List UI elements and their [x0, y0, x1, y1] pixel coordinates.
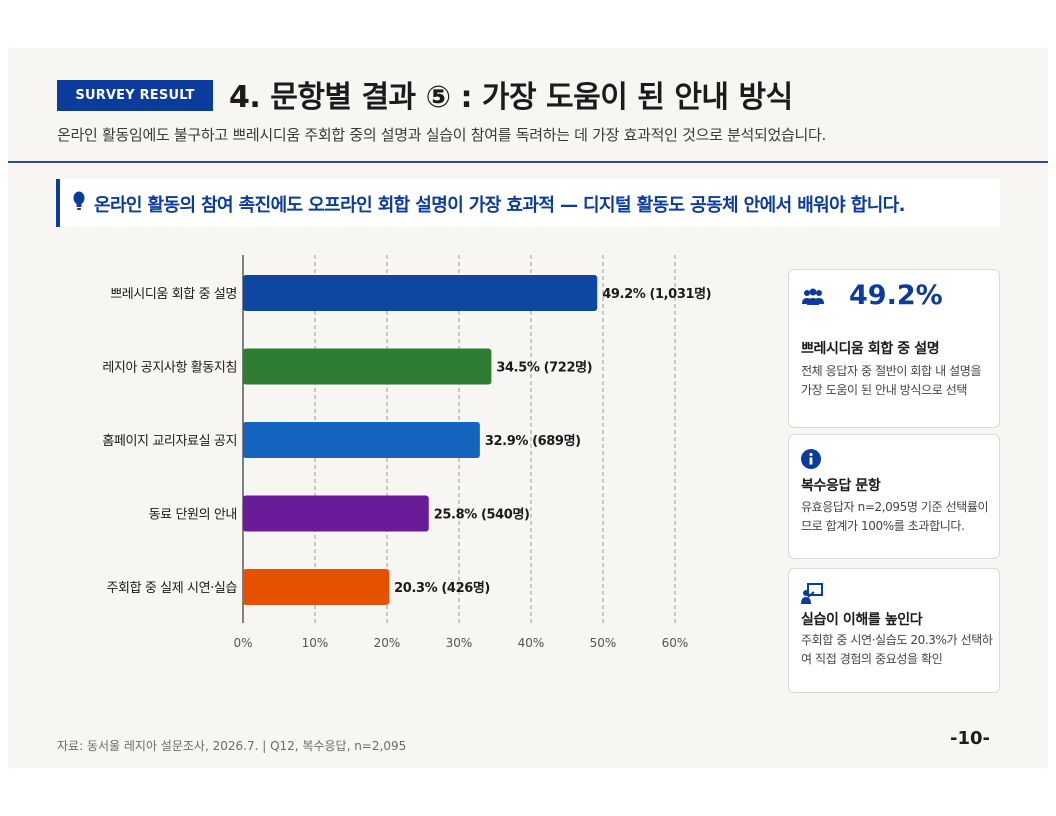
data-label: 49.2% (1,031명)	[602, 286, 711, 302]
bar-chart-svg: 0% 10% 20% 30% 40% 50% 60% 쁘레시디움 회합 중 설명 49.2% (…	[102, 255, 712, 650]
note-card: 복수응답 문항 유효응답자 n=2,095명 기준 선택률이므로 합계가 100…	[788, 434, 1000, 559]
x-tick-label: 20%	[374, 636, 401, 650]
bar-chart: 0% 10% 20% 30% 40% 50% 60% 쁘레시디움 회합 중 설명 49.2% (…	[8, 243, 768, 663]
x-tick-label: 40%	[518, 636, 545, 650]
bar	[243, 422, 480, 458]
key-message-callout: 온라인 활동의 참여 촉진에도 오프라인 회합 설명이 가장 효과적 — 디지털…	[56, 179, 1000, 227]
practice-card: 실습이 이해를 높인다 주회합 중 시연·실습도 20.3%가 선택하여 직접 …	[788, 568, 1000, 693]
highlight-body: 전체 응답자 중 절반이 회합 내 설명을 가장 도움이 된 안내 방식으로 선…	[801, 364, 982, 397]
data-label: 20.3% (426명)	[394, 580, 490, 596]
page-title: 4. 문항별 결과 ⑤ : 가장 도움이 된 안내 방식	[229, 80, 793, 115]
category-label: 주회합 중 실제 시연·실습	[106, 581, 237, 596]
note-body: 유효응답자 n=2,095명 기준 선택률이므로 합계가 100%를 초과합니다…	[801, 500, 989, 533]
x-tick-label: 50%	[590, 636, 617, 650]
info-icon	[801, 449, 821, 469]
bar	[243, 495, 429, 532]
x-tick-label: 30%	[446, 636, 473, 650]
data-label: 25.8% (540명)	[434, 507, 530, 523]
highlight-value: 49.2%	[849, 280, 943, 311]
page-subtitle: 온라인 활동임에도 불구하고 쁘레시디움 주회합 중의 설명과 실습이 참여를 …	[57, 126, 827, 144]
category-label: 동료 단원의 안내	[149, 508, 237, 523]
slide: SURVEY RESULT 4. 문항별 결과 ⑤ : 가장 도움이 된 안내 …	[8, 48, 1048, 768]
highlight-card: 49.2% 쁘레시디움 회합 중 설명 전체 응답자 중 절반이 회합 내 설명…	[788, 269, 1000, 428]
x-tick-label: 10%	[302, 636, 329, 650]
category-label: 쁘레시디움 회합 중 설명	[110, 287, 237, 302]
category-label: 홈페이지 교리자료실 공지	[102, 434, 237, 449]
survey-result-badge: SURVEY RESULT	[57, 80, 213, 111]
bar	[243, 275, 598, 311]
source-note: 자료: 동서울 레지아 설문조사, 2026.7. | Q12, 복수응답, n…	[57, 739, 407, 753]
header-divider	[8, 161, 1048, 163]
note-title: 복수응답 문항	[801, 478, 881, 494]
teacher-icon	[801, 583, 823, 604]
x-tick-label: 0%	[233, 636, 252, 650]
data-label: 34.5% (722명)	[496, 360, 592, 376]
category-label: 레지아 공지사항 활동지침	[102, 361, 237, 376]
data-label: 32.9% (689명)	[485, 433, 581, 449]
x-tick-label: 60%	[662, 636, 689, 650]
callout-text: 온라인 활동의 참여 촉진에도 오프라인 회합 설명이 가장 효과적 — 디지털…	[94, 195, 905, 216]
practice-title: 실습이 이해를 높인다	[801, 612, 923, 628]
people-icon	[802, 288, 824, 305]
lightbulb-icon	[73, 191, 85, 210]
highlight-title: 쁘레시디움 회합 중 설명	[801, 341, 940, 357]
bar	[243, 348, 492, 385]
page-number: -10-	[950, 728, 990, 749]
practice-body: 주회합 중 시연·실습도 20.3%가 선택하여 직접 경험의 중요성을 확인	[801, 633, 993, 666]
bar	[243, 569, 390, 605]
